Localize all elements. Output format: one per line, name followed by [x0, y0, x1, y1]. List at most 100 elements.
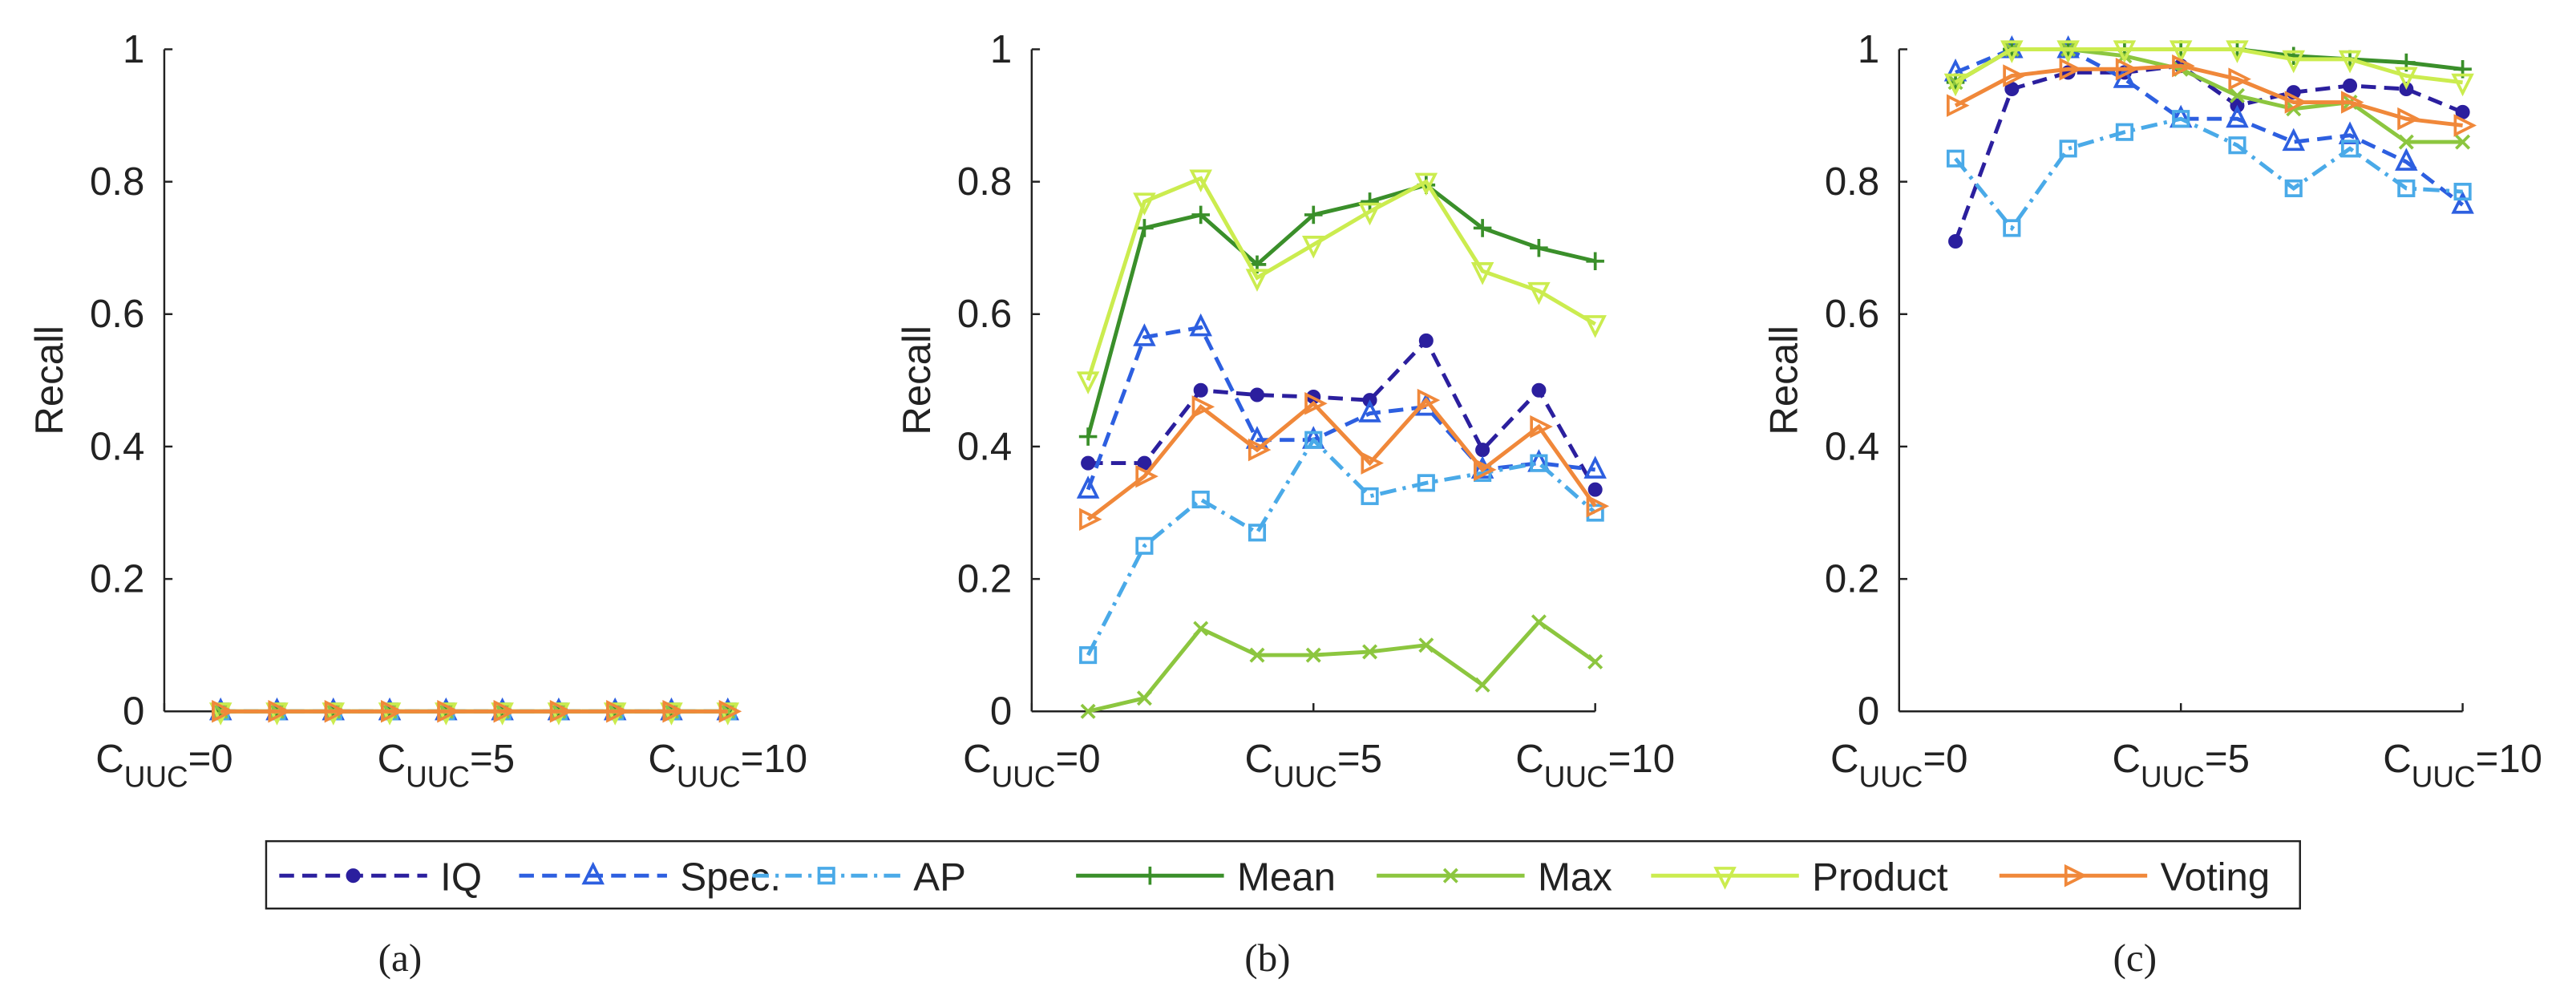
- marker: [2228, 67, 2251, 91]
- label-part: C: [2112, 737, 2141, 781]
- panel-label: (c): [2113, 936, 2157, 980]
- y-tick-label: 0.4: [1825, 424, 1879, 468]
- y-tick-label: 1: [1858, 27, 1879, 71]
- marker: [1417, 474, 1435, 492]
- marker: [1530, 238, 1548, 257]
- legend-label: Product: [1812, 855, 1948, 900]
- marker: [1080, 703, 1096, 719]
- marker: [2172, 110, 2190, 128]
- y-axis-label: Recall: [895, 326, 939, 435]
- marker: [380, 700, 404, 723]
- marker: [1414, 172, 1438, 196]
- marker: [1587, 482, 1603, 497]
- y-tick-label: 0: [123, 690, 144, 734]
- marker: [1137, 455, 1152, 471]
- marker: [1474, 677, 1490, 693]
- marker: [1133, 323, 1156, 346]
- marker: [1474, 458, 1497, 482]
- y-tick-label: 0.2: [1825, 557, 1879, 601]
- y-tick-label: 0.8: [1825, 160, 1879, 204]
- x-tick-label: CUUC=10: [648, 737, 807, 793]
- x-tick-label: CUUC=10: [2383, 737, 2542, 793]
- marker: [2395, 148, 2418, 171]
- marker: [1583, 315, 1607, 338]
- x-tick-label: CUUC=0: [963, 737, 1100, 793]
- legend-label: IQ: [440, 855, 482, 900]
- marker: [1531, 382, 1547, 398]
- series-line: [1086, 436, 1597, 657]
- series-line: [1954, 47, 2463, 85]
- legend-marker: [817, 867, 835, 885]
- marker: [2397, 179, 2416, 197]
- marker: [2226, 40, 2249, 63]
- marker: [1079, 508, 1102, 532]
- marker: [2000, 40, 2024, 63]
- marker: [1586, 495, 1610, 518]
- x-tick-label: CUUC=5: [378, 737, 515, 793]
- y-tick-label: 1: [123, 27, 144, 71]
- legend-marker: [1141, 866, 1159, 885]
- marker: [1248, 524, 1267, 542]
- marker: [1418, 637, 1434, 653]
- marker: [1245, 269, 1269, 292]
- marker: [2115, 123, 2133, 141]
- marker: [1249, 387, 1264, 402]
- marker: [2395, 67, 2418, 90]
- marker: [1358, 399, 1381, 423]
- marker: [1946, 149, 1965, 168]
- marker: [1417, 388, 1441, 412]
- marker: [2338, 121, 2362, 144]
- label-part: =5: [1337, 737, 1382, 781]
- label-part: =0: [1056, 737, 1101, 781]
- legend-label: Mean: [1237, 855, 1336, 900]
- marker: [437, 700, 460, 723]
- marker: [2451, 191, 2474, 214]
- marker: [2229, 87, 2245, 103]
- marker: [2340, 91, 2364, 114]
- marker: [2282, 50, 2306, 74]
- label-part: =5: [2205, 737, 2250, 781]
- y-tick-label: 0.6: [90, 292, 144, 336]
- marker: [1583, 455, 1607, 479]
- series-line: [1954, 63, 2463, 127]
- marker: [2453, 182, 2472, 201]
- label-part: C: [95, 737, 124, 781]
- label-part: C: [1515, 737, 1544, 781]
- series-line: [1954, 47, 2463, 84]
- legend-box: [265, 839, 2301, 910]
- y-tick-label: 0.2: [90, 557, 144, 601]
- marker: [2169, 40, 2193, 63]
- series-line: [1088, 337, 1597, 491]
- marker: [1081, 455, 1096, 471]
- label-part: =10: [2476, 737, 2542, 781]
- label-part: UUC: [1273, 761, 1337, 794]
- label-part: UUC: [2141, 761, 2205, 794]
- marker: [1135, 219, 1154, 237]
- x-tick-label: CUUC=5: [2112, 737, 2249, 793]
- marker: [2115, 58, 2139, 81]
- label-part: C: [378, 737, 406, 781]
- label-part: =10: [1608, 737, 1675, 781]
- marker: [549, 700, 573, 723]
- y-tick-label: 0.2: [957, 557, 1012, 601]
- marker: [1475, 443, 1490, 458]
- label-part: UUC: [677, 761, 741, 794]
- marker: [1362, 644, 1378, 660]
- marker: [2453, 114, 2477, 137]
- label-part: UUC: [406, 761, 470, 794]
- legend-label: Voting: [2161, 855, 2271, 900]
- label-part: UUC: [992, 761, 1056, 794]
- marker: [1948, 233, 1963, 249]
- marker: [1530, 454, 1548, 472]
- marker: [268, 700, 291, 723]
- y-tick-label: 0: [1858, 690, 1879, 734]
- marker: [2284, 91, 2308, 114]
- label-part: UUC: [1544, 761, 1608, 794]
- marker: [2398, 134, 2414, 150]
- marker: [2059, 58, 2083, 81]
- marker: [1473, 219, 1492, 237]
- marker: [1079, 646, 1098, 665]
- marker: [2003, 64, 2026, 87]
- label-part: UUC: [1859, 761, 1923, 794]
- legend-marker: [346, 868, 361, 884]
